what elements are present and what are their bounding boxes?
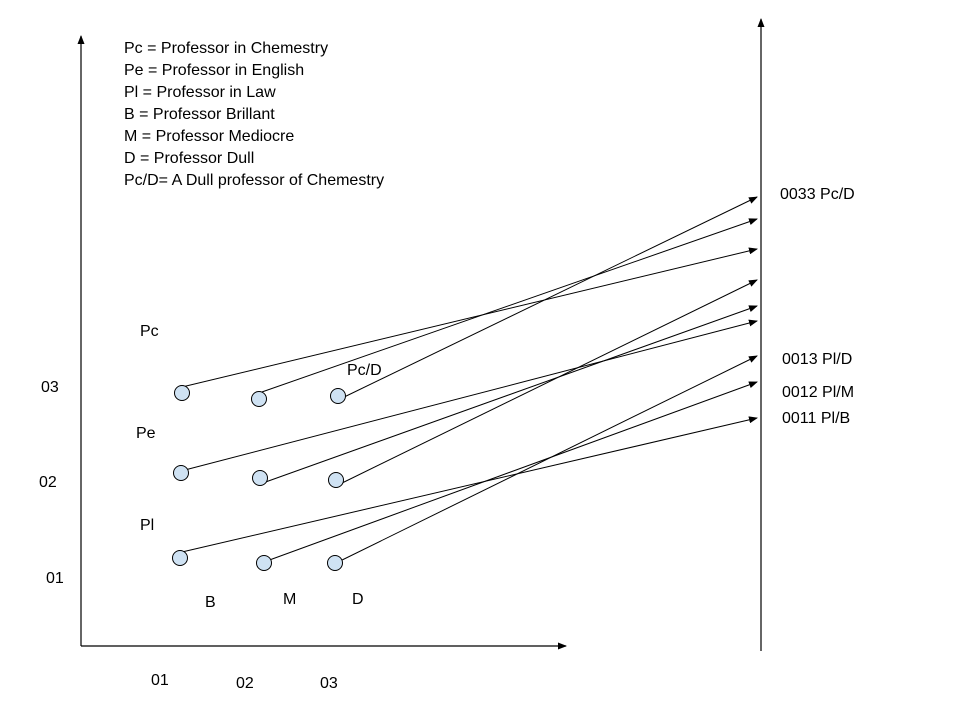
node-pe-m — [252, 470, 268, 486]
column-label-d: D — [352, 591, 364, 608]
node-pl-b — [172, 550, 188, 566]
legend-item: Pc/D= A Dull professor of Chemestry — [124, 172, 385, 189]
mapping-arrows — [180, 196, 758, 564]
node-pc-b — [174, 385, 190, 401]
target-label-0033: 0033 Pc/D — [780, 186, 855, 203]
legend-item: D = Professor Dull — [124, 150, 255, 167]
column-label-b: B — [205, 594, 216, 611]
arrow-pc-b — [181, 247, 758, 388]
y-tick-label: 01 — [46, 570, 64, 587]
arrow-pc-m — [258, 218, 758, 394]
node-pl-d — [327, 555, 343, 571]
node-pe-d — [328, 472, 344, 488]
legend-item: M = Professor Mediocre — [124, 128, 295, 145]
node-pc-m — [251, 391, 267, 407]
arrow-pl-b — [181, 416, 758, 553]
arrow-pl-d — [335, 355, 758, 564]
legend-item: Pe = Professor in English — [124, 62, 305, 79]
row-label-pc: Pc — [140, 323, 159, 340]
legend: Pc = Professor in Chemestry Pe = Profess… — [124, 38, 384, 192]
legend-item: Pl = Professor in Law — [124, 84, 276, 101]
x-tick-label: 03 — [320, 675, 338, 692]
professor-nodes — [172, 385, 346, 571]
legend-item: B = Professor Brillant — [124, 106, 275, 123]
legend-item: Pc = Professor in Chemestry — [124, 40, 329, 57]
column-label-m: M — [283, 591, 296, 608]
target-label-0012: 0012 Pl/M — [782, 384, 854, 401]
target-label-0011: 0011 Pl/B — [782, 410, 850, 427]
node-label-pc-d: Pc/D — [347, 362, 382, 379]
node-pc-d — [330, 388, 346, 404]
arrow-pl-m — [263, 381, 758, 563]
row-label-pl: Pl — [140, 517, 154, 534]
x-tick-label: 02 — [236, 675, 254, 692]
arrow-pe-d — [337, 279, 758, 486]
arrow-pc-d — [337, 196, 758, 401]
arrow-pe-m — [259, 305, 758, 485]
y-tick-label: 02 — [39, 474, 57, 491]
row-label-pe: Pe — [136, 425, 156, 442]
target-label-0013: 0013 Pl/D — [782, 351, 852, 368]
arrow-pe-b — [180, 319, 758, 472]
x-tick-label: 01 — [151, 672, 169, 689]
node-pe-b — [173, 465, 189, 481]
y-tick-label: 03 — [41, 379, 59, 396]
node-pl-m — [256, 555, 272, 571]
